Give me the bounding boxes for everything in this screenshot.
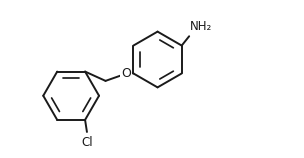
Text: NH₂: NH₂ — [190, 21, 212, 33]
Text: Cl: Cl — [81, 136, 93, 149]
Text: O: O — [121, 67, 131, 80]
